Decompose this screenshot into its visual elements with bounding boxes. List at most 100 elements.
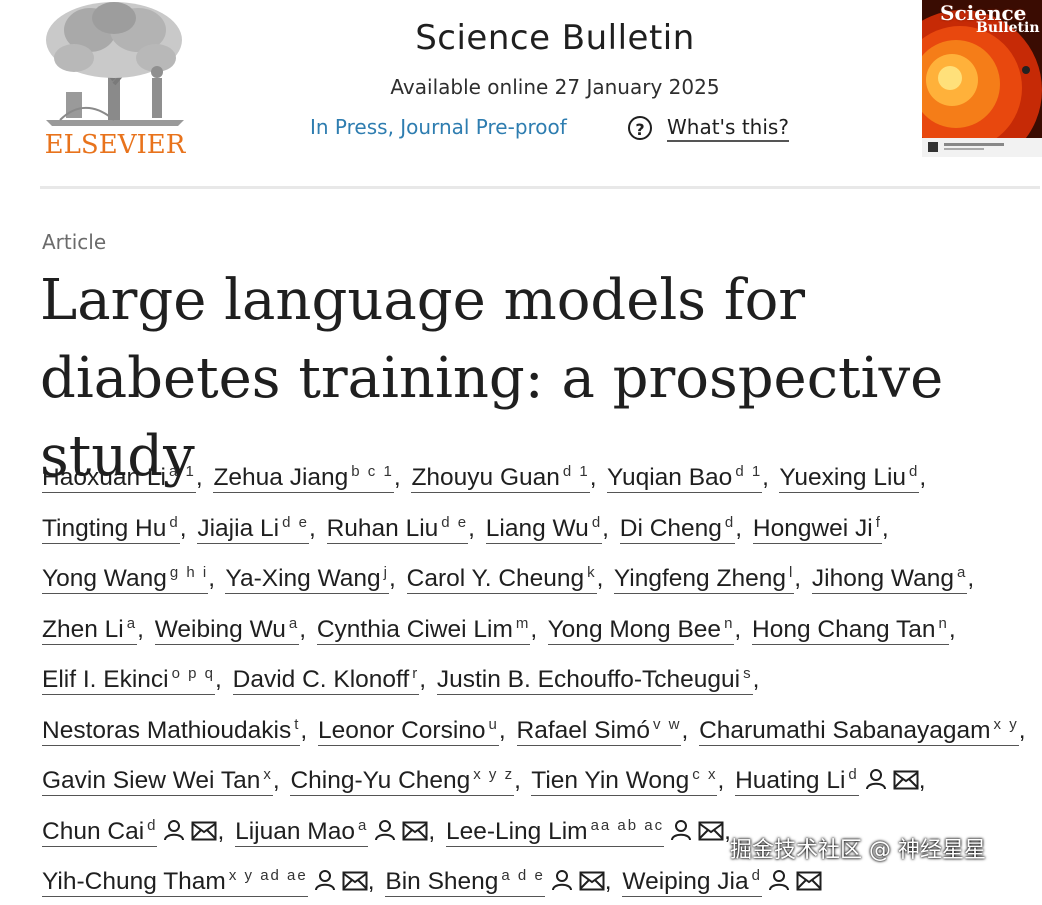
affiliation-marks[interactable]: d 1 xyxy=(735,463,763,480)
affiliation-marks[interactable]: d xyxy=(848,766,859,783)
person-icon[interactable] xyxy=(670,819,692,841)
affiliation-marks[interactable]: t xyxy=(294,715,301,733)
author-name-link[interactable]: Weibing Wu a xyxy=(154,614,300,645)
affiliation-marks[interactable]: n xyxy=(938,614,949,632)
author-name-link[interactable]: Cynthia Ciwei Lim m xyxy=(316,614,531,645)
person-icon[interactable] xyxy=(374,819,396,841)
author-name-link[interactable]: Rafael Simó v w xyxy=(516,715,682,746)
email-icon[interactable] xyxy=(191,821,217,841)
affiliation-marks[interactable]: v w xyxy=(652,715,682,733)
author-name-link[interactable]: Hong Chang Tan n xyxy=(752,614,949,645)
author-name-link[interactable]: Huating Li d xyxy=(735,766,859,796)
author-name-link[interactable]: Leonor Corsino u xyxy=(318,715,499,746)
author-name-link[interactable]: Charumathi Sabanayagam x y xyxy=(699,715,1019,746)
author-name-link[interactable]: Chun Cai d xyxy=(42,816,158,847)
affiliation-marks[interactable]: d xyxy=(169,513,180,531)
affiliation-marks[interactable]: a xyxy=(357,816,369,834)
affiliation-marks[interactable]: d xyxy=(751,867,762,884)
affiliation-marks[interactable]: a xyxy=(288,614,300,632)
affiliation-marks[interactable]: n xyxy=(724,614,735,632)
author-separator: , xyxy=(596,565,604,592)
affiliation-marks[interactable]: d xyxy=(591,513,603,531)
author-name-link[interactable]: Carol Y. Cheung k xyxy=(406,564,597,594)
affiliation-marks[interactable]: k xyxy=(587,564,597,581)
author-name-link[interactable]: Yuqian Bao d 1 xyxy=(606,463,763,493)
person-icon[interactable] xyxy=(551,869,573,891)
email-icon[interactable] xyxy=(342,871,368,891)
author-name-link[interactable]: Lijuan Mao a xyxy=(235,816,369,847)
author-name-link[interactable]: Nestoras Mathioudakis t xyxy=(42,715,301,746)
affiliation-marks[interactable]: d xyxy=(724,513,736,531)
affiliation-marks[interactable]: d e xyxy=(282,513,309,531)
email-icon[interactable] xyxy=(796,871,822,891)
author-entry: Cynthia Ciwei Lim m, xyxy=(316,614,541,645)
in-press-link[interactable]: In Press, Journal Pre-proof xyxy=(310,115,567,139)
author-name-link[interactable]: Weiping Jia d xyxy=(622,867,762,897)
author-name-link[interactable]: Jiajia Li d e xyxy=(197,513,309,544)
elsevier-logo[interactable]: ELSEVIER xyxy=(40,0,190,160)
question-icon[interactable]: ? xyxy=(628,116,652,140)
author-separator: , xyxy=(137,615,144,643)
journal-cover-image[interactable]: Science Bulletin xyxy=(922,0,1042,157)
author-name-link[interactable]: Ruhan Liu d e xyxy=(326,513,469,544)
author-name-link[interactable]: Zhouyu Guan d 1 xyxy=(411,463,590,493)
author-name-link[interactable]: Di Cheng d xyxy=(619,513,736,544)
person-icon[interactable] xyxy=(163,819,185,841)
author-name-link[interactable]: Yingfeng Zheng l xyxy=(613,564,795,594)
affiliation-marks[interactable]: r xyxy=(412,665,420,682)
affiliation-marks[interactable]: a d e xyxy=(501,867,545,884)
email-icon[interactable] xyxy=(698,821,724,841)
affiliation-marks[interactable]: s xyxy=(743,665,753,682)
author-name-link[interactable]: Zhen Li a xyxy=(42,614,138,645)
author-name-link[interactable]: David C. Klonoff r xyxy=(232,665,420,695)
author-name-link[interactable]: Gavin Siew Wei Tan x xyxy=(42,766,273,796)
affiliation-marks[interactable]: u xyxy=(488,715,499,733)
affiliation-marks[interactable]: d e xyxy=(441,513,469,531)
person-icon[interactable] xyxy=(865,768,887,790)
author-name-link[interactable]: Zehua Jiang b c 1 xyxy=(213,463,394,493)
author-entry: Jiajia Li d e, xyxy=(197,513,319,544)
email-icon[interactable] xyxy=(893,770,919,790)
author-name-link[interactable]: Yuexing Liu d xyxy=(779,463,920,493)
journal-title[interactable]: Science Bulletin xyxy=(415,18,695,58)
affiliation-marks[interactable]: x y xyxy=(993,715,1019,733)
person-icon[interactable] xyxy=(314,869,336,891)
author-name-link[interactable]: Yih-Chung Tham x y ad ae xyxy=(42,867,308,897)
author-name-link[interactable]: Liang Wu d xyxy=(485,513,603,544)
whats-this-link[interactable]: What's this? xyxy=(667,115,789,142)
email-icon[interactable] xyxy=(402,821,428,841)
author-name-link[interactable]: Yong Wang g h i xyxy=(42,564,209,594)
affiliation-marks[interactable]: d 1 xyxy=(562,463,590,480)
affiliation-marks[interactable]: o p q xyxy=(171,665,215,682)
affiliation-marks[interactable]: l xyxy=(788,564,795,581)
author-name-link[interactable]: Haoxuan Li a 1 xyxy=(42,463,196,493)
author-name-link[interactable]: Justin B. Echouffo-Tcheugui s xyxy=(436,665,753,695)
author-name-link[interactable]: Tien Yin Wong c x xyxy=(531,766,718,796)
author-name-link[interactable]: Bin Sheng a d e xyxy=(385,867,545,897)
author-name-link[interactable]: Tingting Hu d xyxy=(42,513,180,544)
affiliation-marks[interactable]: x xyxy=(263,766,273,783)
person-icon[interactable] xyxy=(768,869,790,891)
affiliation-marks[interactable]: f xyxy=(875,513,882,531)
affiliation-marks[interactable]: m xyxy=(515,614,531,632)
affiliation-marks[interactable]: a 1 xyxy=(168,463,196,480)
author-name-link[interactable]: Lee-Ling Lim aa ab ac xyxy=(445,816,665,847)
affiliation-marks[interactable]: d xyxy=(909,463,920,480)
affiliation-marks[interactable]: aa ab ac xyxy=(590,816,665,834)
affiliation-marks[interactable]: d xyxy=(147,816,158,834)
author-name-link[interactable]: Ya-Xing Wang j xyxy=(225,564,390,594)
author-name-link[interactable]: Elif I. Ekinci o p q xyxy=(42,665,215,695)
author-name-link[interactable]: Ching-Yu Cheng x y z xyxy=(290,766,515,796)
email-icon[interactable] xyxy=(579,871,605,891)
affiliation-marks[interactable]: b c 1 xyxy=(351,463,394,480)
affiliation-marks[interactable]: g h i xyxy=(169,564,209,581)
author-name-link[interactable]: Jihong Wang a xyxy=(811,564,968,594)
affiliation-marks[interactable]: x y z xyxy=(473,766,515,783)
author-name-link[interactable]: Yong Mong Bee n xyxy=(547,614,735,645)
affiliation-marks[interactable]: a xyxy=(957,564,968,581)
affiliation-marks[interactable]: c x xyxy=(692,766,718,783)
affiliation-marks[interactable]: j xyxy=(383,564,390,581)
author-name-link[interactable]: Hongwei Ji f xyxy=(752,513,882,544)
affiliation-marks[interactable]: a xyxy=(126,614,138,632)
affiliation-marks[interactable]: x y ad ae xyxy=(228,867,308,884)
